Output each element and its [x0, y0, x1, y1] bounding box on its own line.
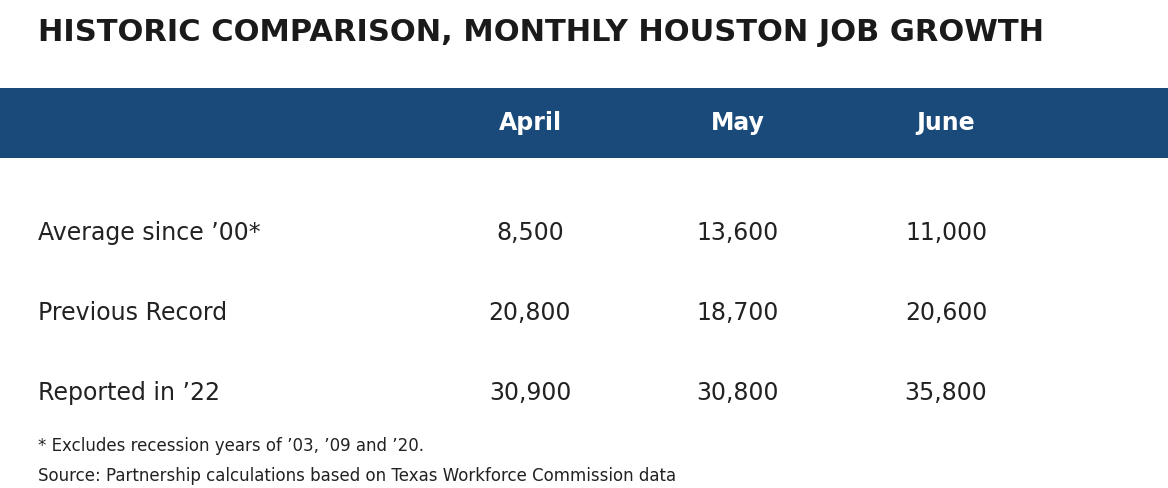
Bar — [0, 88, 1168, 158]
Text: 11,000: 11,000 — [905, 221, 987, 245]
Text: Previous Record: Previous Record — [39, 301, 227, 325]
Text: April: April — [499, 111, 562, 135]
Text: 35,800: 35,800 — [905, 381, 987, 405]
Text: Average since ’00*: Average since ’00* — [39, 221, 260, 245]
Text: 20,600: 20,600 — [905, 301, 987, 325]
Text: 30,800: 30,800 — [697, 381, 779, 405]
Text: Reported in ’22: Reported in ’22 — [39, 381, 220, 405]
Text: 18,700: 18,700 — [697, 301, 779, 325]
Text: 13,600: 13,600 — [697, 221, 779, 245]
Text: 20,800: 20,800 — [488, 301, 571, 325]
Text: 8,500: 8,500 — [496, 221, 564, 245]
Text: * Excludes recession years of ’03, ’09 and ’20.: * Excludes recession years of ’03, ’09 a… — [39, 437, 424, 455]
Text: 30,900: 30,900 — [489, 381, 571, 405]
Text: HISTORIC COMPARISON, MONTHLY HOUSTON JOB GROWTH: HISTORIC COMPARISON, MONTHLY HOUSTON JOB… — [39, 18, 1044, 47]
Text: May: May — [711, 111, 765, 135]
Text: June: June — [917, 111, 975, 135]
Text: Source: Partnership calculations based on Texas Workforce Commission data: Source: Partnership calculations based o… — [39, 467, 676, 485]
